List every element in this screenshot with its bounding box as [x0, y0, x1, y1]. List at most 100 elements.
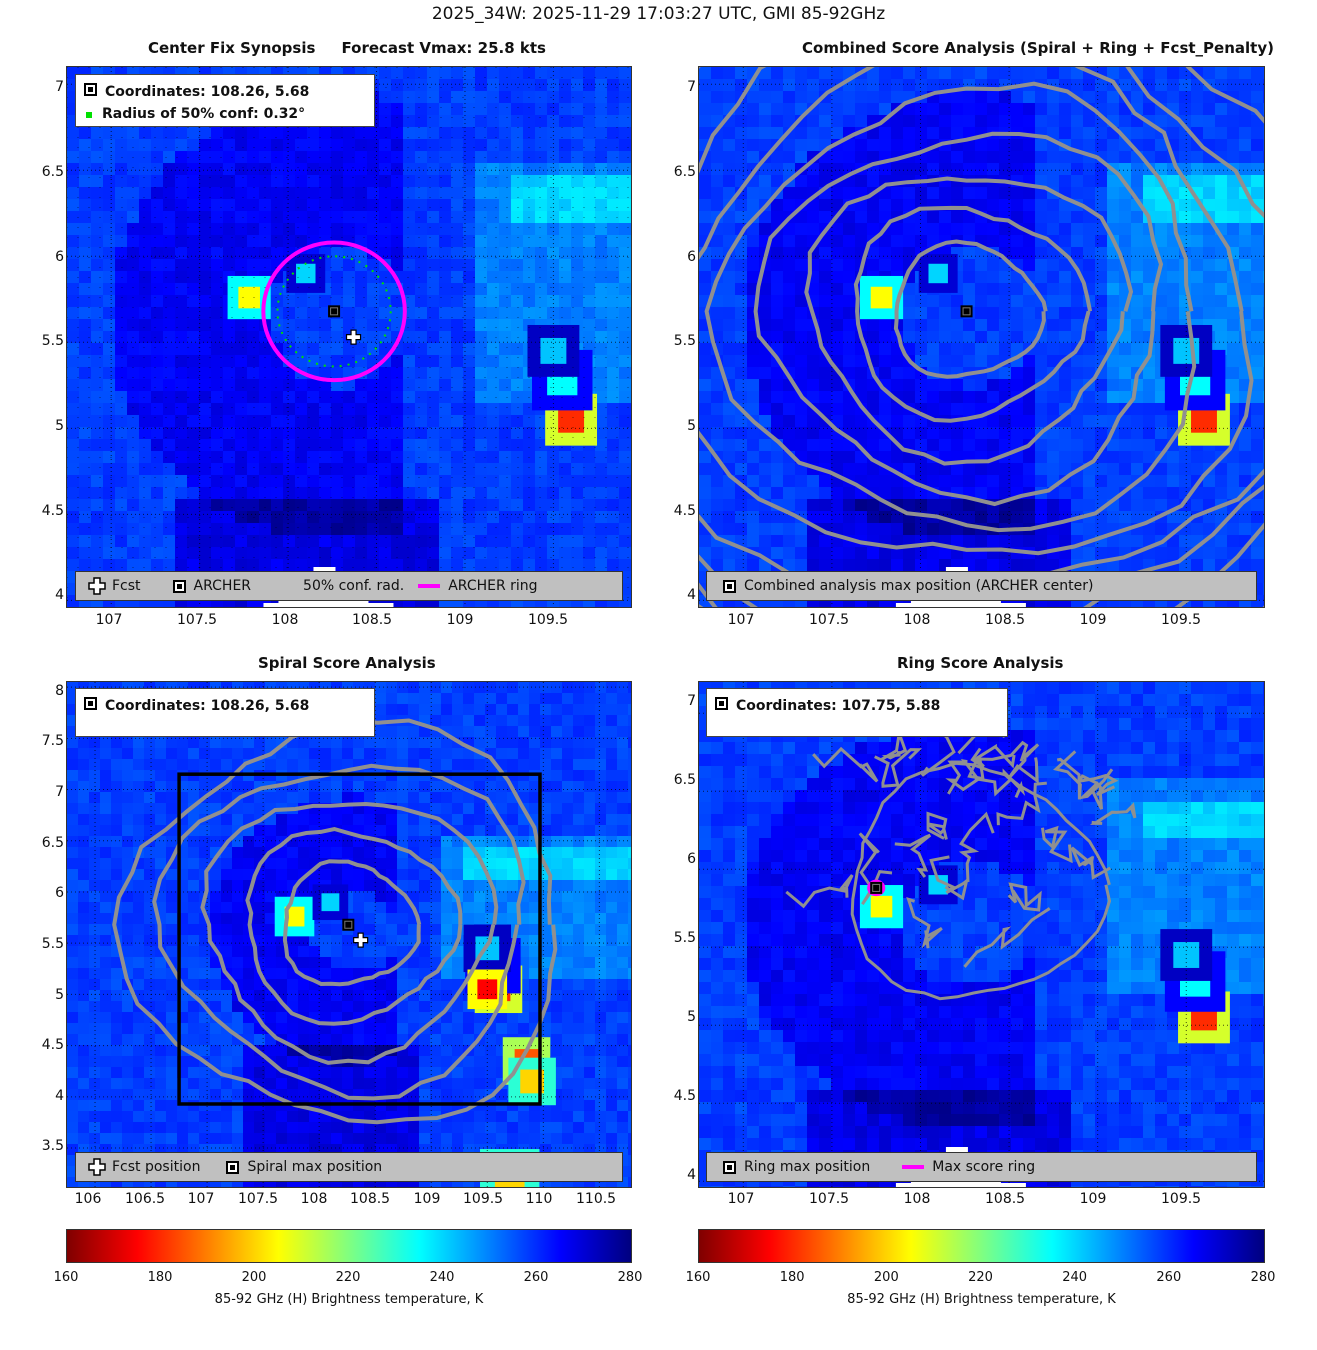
- tb-pixel: [903, 499, 915, 511]
- tb-pixel: [617, 715, 628, 726]
- tb-pixel: [163, 199, 175, 211]
- tb-pixel: [487, 487, 499, 499]
- tb-pixel: [927, 79, 939, 91]
- tb-pixel: [595, 379, 607, 391]
- tb-pixel: [927, 307, 939, 319]
- tb-pixel: [711, 175, 723, 187]
- tb-pixel: [91, 451, 103, 463]
- tb-pixel: [223, 463, 235, 475]
- tb-pixel: [507, 748, 518, 759]
- tb-pixel: [540, 737, 551, 748]
- tb-pixel: [723, 295, 735, 307]
- tb-pixel: [619, 451, 631, 463]
- tb-pixel: [855, 439, 867, 451]
- tb-pixel: [927, 115, 939, 127]
- tb-pixel: [535, 67, 547, 79]
- tb-pixel: [939, 451, 951, 463]
- panel-title-spiral: Spiral Score Analysis: [258, 654, 436, 672]
- tb-pixel: [999, 331, 1011, 343]
- tb-pixel: [975, 535, 987, 547]
- tb-pixel: [771, 259, 783, 271]
- tb-pixel: [999, 343, 1011, 355]
- tb-pixel: [295, 487, 307, 499]
- tb-pixel: [307, 343, 319, 355]
- tb-pixel: [103, 343, 115, 355]
- tb-pixel: [939, 223, 951, 235]
- tb-pixel: [595, 559, 607, 571]
- tb-pixel: [487, 271, 499, 283]
- tb-pixel: [144, 770, 155, 781]
- tb-pixel: [1191, 211, 1203, 223]
- tb-pixel: [475, 79, 487, 91]
- tb-pixel: [807, 211, 819, 223]
- tb-pixel: [999, 439, 1011, 451]
- tb-pixel: [987, 415, 999, 427]
- tb-pixel: [975, 559, 987, 571]
- tb-pixel: [367, 559, 379, 571]
- tb-pixel: [771, 283, 783, 295]
- tb-pixel: [391, 355, 403, 367]
- tb-pixel: [223, 439, 235, 451]
- tb-pixel: [783, 199, 795, 211]
- tb-pixel: [243, 748, 254, 759]
- tb-pixel: [1131, 535, 1143, 547]
- tb-pixel: [1263, 511, 1264, 523]
- tb-pixel: [1023, 67, 1035, 79]
- tb-pixel: [1023, 151, 1035, 163]
- tb-pixel: [103, 559, 115, 571]
- tb-pixel: [1023, 607, 1035, 608]
- tb-pixel: [631, 367, 632, 379]
- tb-pixel: [139, 427, 151, 439]
- tb-pixel: [287, 759, 298, 770]
- tb-pixel: [631, 199, 632, 211]
- tb-pixel: [999, 199, 1011, 211]
- tb-pixel: [571, 67, 583, 79]
- tb-pixel: [571, 547, 583, 559]
- tb-pixel: [79, 235, 91, 247]
- tb-pixel: [397, 737, 408, 748]
- tb-pixel: [1047, 271, 1059, 283]
- tb-pixel: [559, 607, 571, 608]
- tb-pixel: [343, 283, 355, 295]
- tb-pixel: [115, 511, 127, 523]
- tb-pixel: [1035, 475, 1047, 487]
- tb-pixel: [631, 571, 632, 583]
- tb-pixel: [427, 295, 439, 307]
- tb-pixel: [891, 487, 903, 499]
- tb-pixel: [259, 235, 271, 247]
- tb-pixel: [499, 115, 511, 127]
- tb-pixel: [463, 759, 474, 770]
- tb-pixel: [133, 759, 144, 770]
- tb-pixel: [463, 295, 475, 307]
- tb-pixel: [367, 139, 379, 151]
- tb-pixel: [831, 403, 843, 415]
- tb-pixel: [1143, 427, 1155, 439]
- tb-pixel: [535, 547, 547, 559]
- tb-pixel: [1251, 67, 1263, 79]
- tb-pixel: [523, 439, 535, 451]
- tb-pixel: [307, 187, 319, 199]
- tb-pixel: [1263, 79, 1264, 91]
- tb-pixel: [583, 235, 595, 247]
- tb-pixel: [1227, 79, 1239, 91]
- tb-pixel: [619, 439, 631, 451]
- tb-pixel: [103, 235, 115, 247]
- tb-pixel: [127, 163, 139, 175]
- tb-pixel: [379, 439, 391, 451]
- tb-pixel: [1047, 211, 1059, 223]
- tb-pixel: [271, 403, 283, 415]
- tb-pixel: [999, 91, 1011, 103]
- tb-pixel: [783, 307, 795, 319]
- tb-pixel: [67, 211, 79, 223]
- tb-pixel: [343, 307, 355, 319]
- tb-pixel: [163, 295, 175, 307]
- tb-pixel: [419, 715, 430, 726]
- tb-pixel: [1023, 331, 1035, 343]
- tb-pixel: [187, 403, 199, 415]
- tb-pixel: [474, 759, 485, 770]
- tb-pixel: [939, 391, 951, 403]
- tb-pixel: [177, 759, 188, 770]
- tb-pixel: [379, 115, 391, 127]
- tb-pixel: [795, 307, 807, 319]
- tb-pixel: [100, 748, 111, 759]
